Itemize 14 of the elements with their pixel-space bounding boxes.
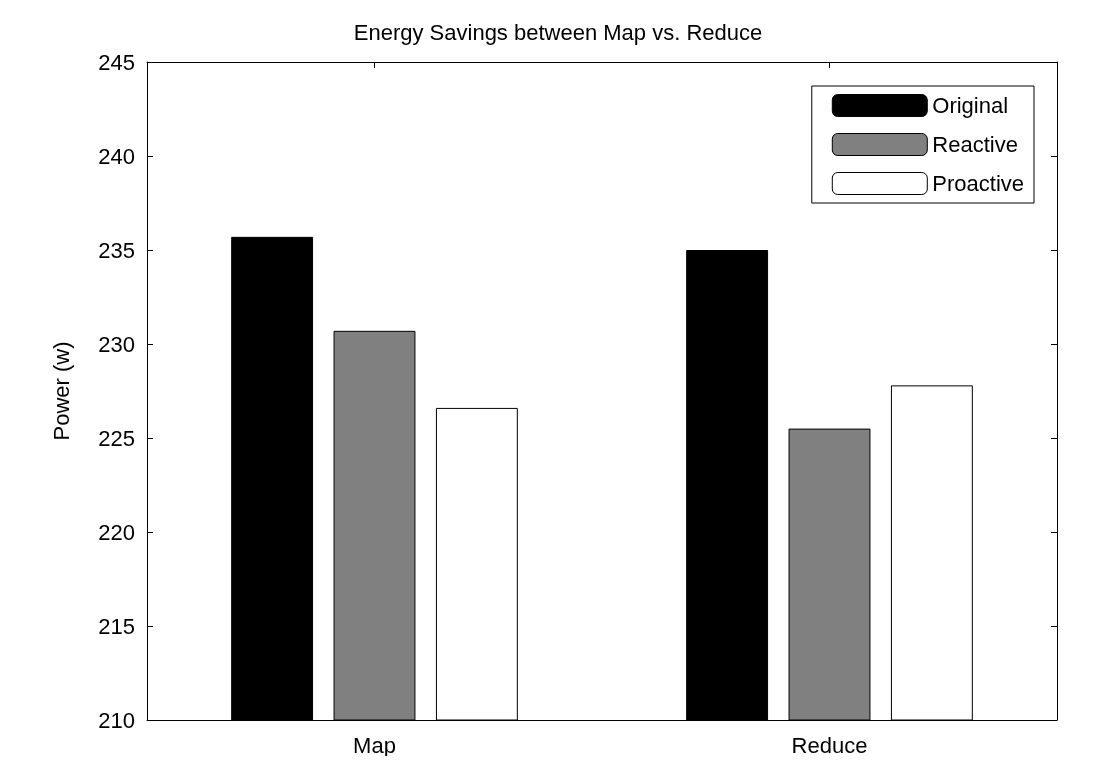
legend-label: Reactive <box>932 132 1018 157</box>
legend-label: Proactive <box>932 171 1025 196</box>
y-tick-label: 210 <box>98 707 135 733</box>
y-tick-label: 240 <box>98 143 135 169</box>
y-tick-label: 225 <box>98 425 135 451</box>
y-tick-label: 230 <box>98 331 135 357</box>
y-tick-label: 220 <box>98 519 135 545</box>
y-axis-title: Power (w) <box>48 341 74 441</box>
legend-label: Original <box>932 93 1009 118</box>
y-tick-label: 245 <box>98 49 135 75</box>
y-tick-label: 235 <box>98 237 135 263</box>
chart-title: Energy Savings between Map vs. Reduce <box>353 19 763 45</box>
y-tick-label: 215 <box>98 613 135 639</box>
x-tick-label: Reduce <box>791 732 868 758</box>
